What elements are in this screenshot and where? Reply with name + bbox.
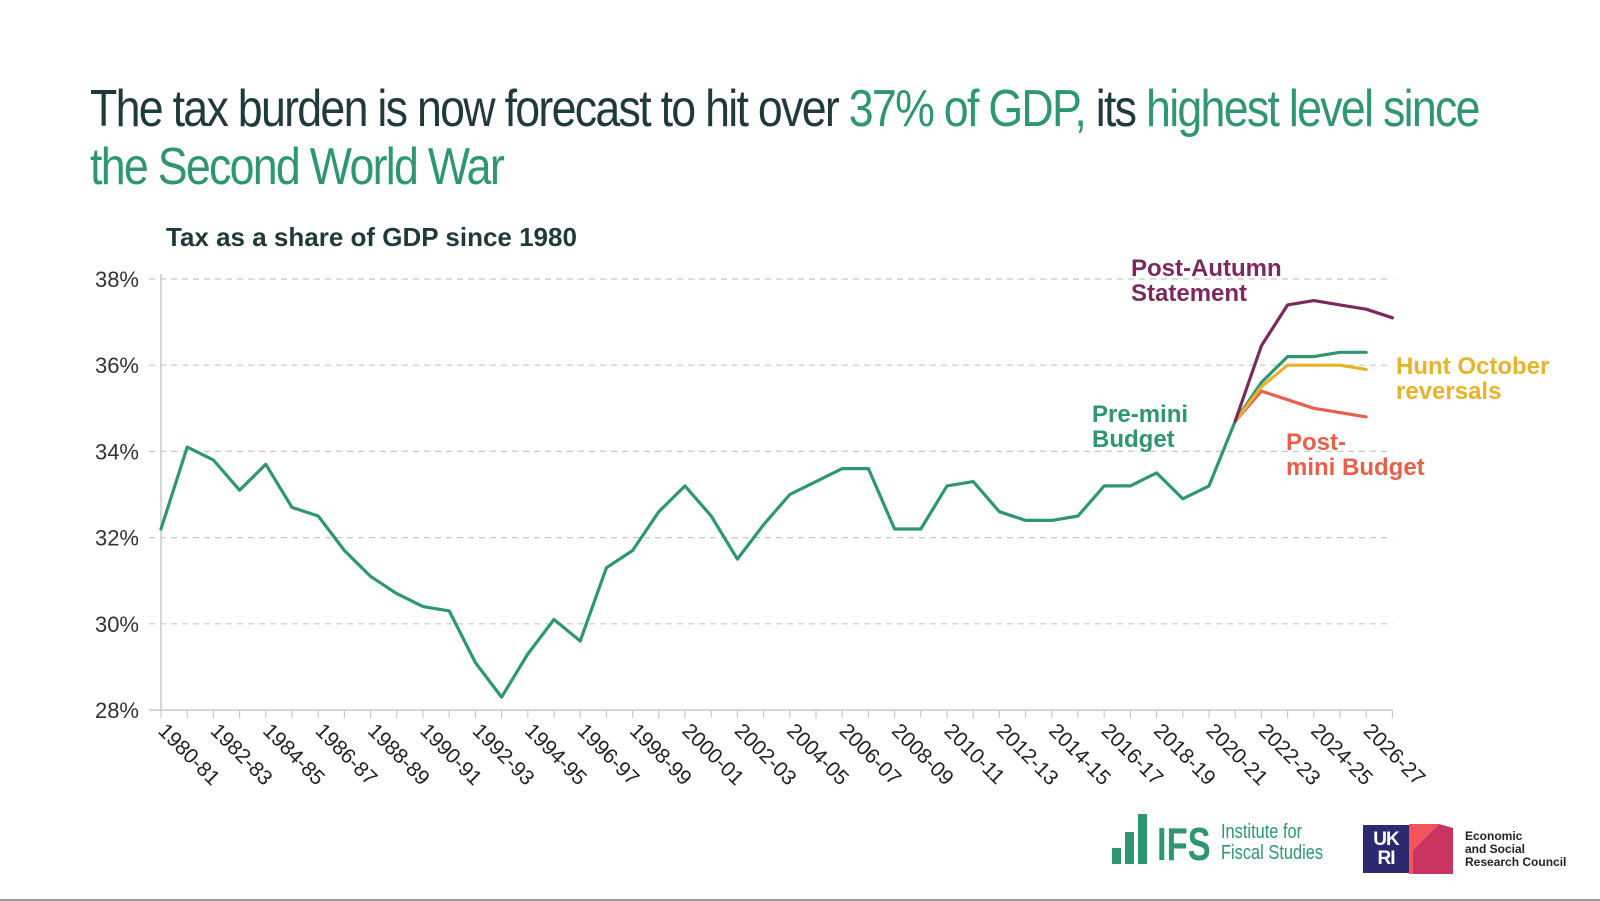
chart-title: Tax as a share of GDP since 1980 [166, 222, 577, 252]
annotation-line: Statement [1131, 280, 1247, 307]
ukri-kite-icon [1409, 824, 1453, 874]
annotation-post-autumn-statement: Post-Autumn Statement [1131, 255, 1282, 307]
gridlines [149, 278, 1393, 625]
ifs-name: Institute for Fiscal Studies [1221, 822, 1323, 864]
headline: The tax burden is now forecast to hit ov… [90, 80, 1481, 196]
y-tick-label: 38% [95, 267, 139, 292]
annotation-pre-mini-budget: Pre-mini Budget [1092, 401, 1188, 453]
ukri-line-2: RI [1377, 848, 1396, 869]
series-line-pre-mini-budget [159, 350, 1368, 699]
headline-line-1: The tax burden is now forecast to hit ov… [90, 80, 1481, 138]
esrc-name: Economic and Social Research Council [1465, 828, 1567, 869]
series-line-post-mini-budget [1233, 389, 1368, 423]
annotation-line: reversals [1396, 378, 1501, 405]
headline-line-2: the Second World War [90, 138, 505, 196]
bottom-rule [0, 899, 1600, 901]
annotation-hunt-october-reversals: Hunt October reversals [1396, 353, 1549, 405]
y-tick-label: 36% [95, 353, 139, 378]
ifs-name-line-1: Institute for [1221, 821, 1303, 843]
ifs-name-line-2: Fiscal Studies [1221, 842, 1324, 864]
esrc-line-1: Economic [1465, 828, 1523, 843]
annotation-line: Hunt October [1396, 353, 1549, 380]
x-axis-ticks: 1980-811982-831984-851986-871988-891990-… [153, 719, 1429, 790]
y-tick-label: 32% [95, 526, 139, 551]
headline-highlight-37pct: 37% of GDP, [848, 80, 1087, 138]
ifs-bars-icon [1112, 814, 1147, 864]
annotation-line: Pre-mini [1092, 401, 1188, 428]
y-tick-label: 28% [95, 698, 139, 723]
series-lines [159, 299, 1395, 699]
annotations: Post-Autumn Statement Pre-mini Budget Hunt O… [1092, 255, 1549, 481]
annotation-line: Budget [1092, 426, 1175, 453]
annotation-line: mini Budget [1286, 454, 1425, 481]
ukri-esrc-logo: UK RI Economic and Social Research Counc… [1363, 824, 1566, 874]
esrc-line-2: and Social [1465, 841, 1526, 856]
ifs-mark: IFS [1157, 818, 1211, 870]
esrc-line-3: Research Council [1465, 854, 1567, 869]
annotation-line: Post- [1286, 429, 1346, 456]
headline-text: The tax burden is now forecast to hit ov… [90, 80, 849, 138]
y-axis-ticks: 28% 30% 32% 34% 36% 38% [95, 267, 139, 723]
axes [149, 274, 1394, 718]
ukri-line-1: UK [1373, 829, 1399, 850]
headline-highlight-highest: highest level since [1146, 80, 1480, 138]
headline-text: its [1085, 80, 1147, 138]
annotation-line: Post-Autumn [1131, 255, 1282, 282]
series-line-hunt-october-reversals [1233, 363, 1368, 423]
ifs-logo: IFS Institute for Fiscal Studies [1112, 812, 1346, 870]
y-tick-label: 34% [95, 439, 139, 464]
ukri-box-icon: UK RI [1363, 825, 1409, 873]
y-tick-label: 30% [95, 612, 139, 637]
series-line-post-autumn-statement [1233, 299, 1395, 423]
annotation-post-mini-budget: Post-mini Budget [1286, 429, 1425, 481]
